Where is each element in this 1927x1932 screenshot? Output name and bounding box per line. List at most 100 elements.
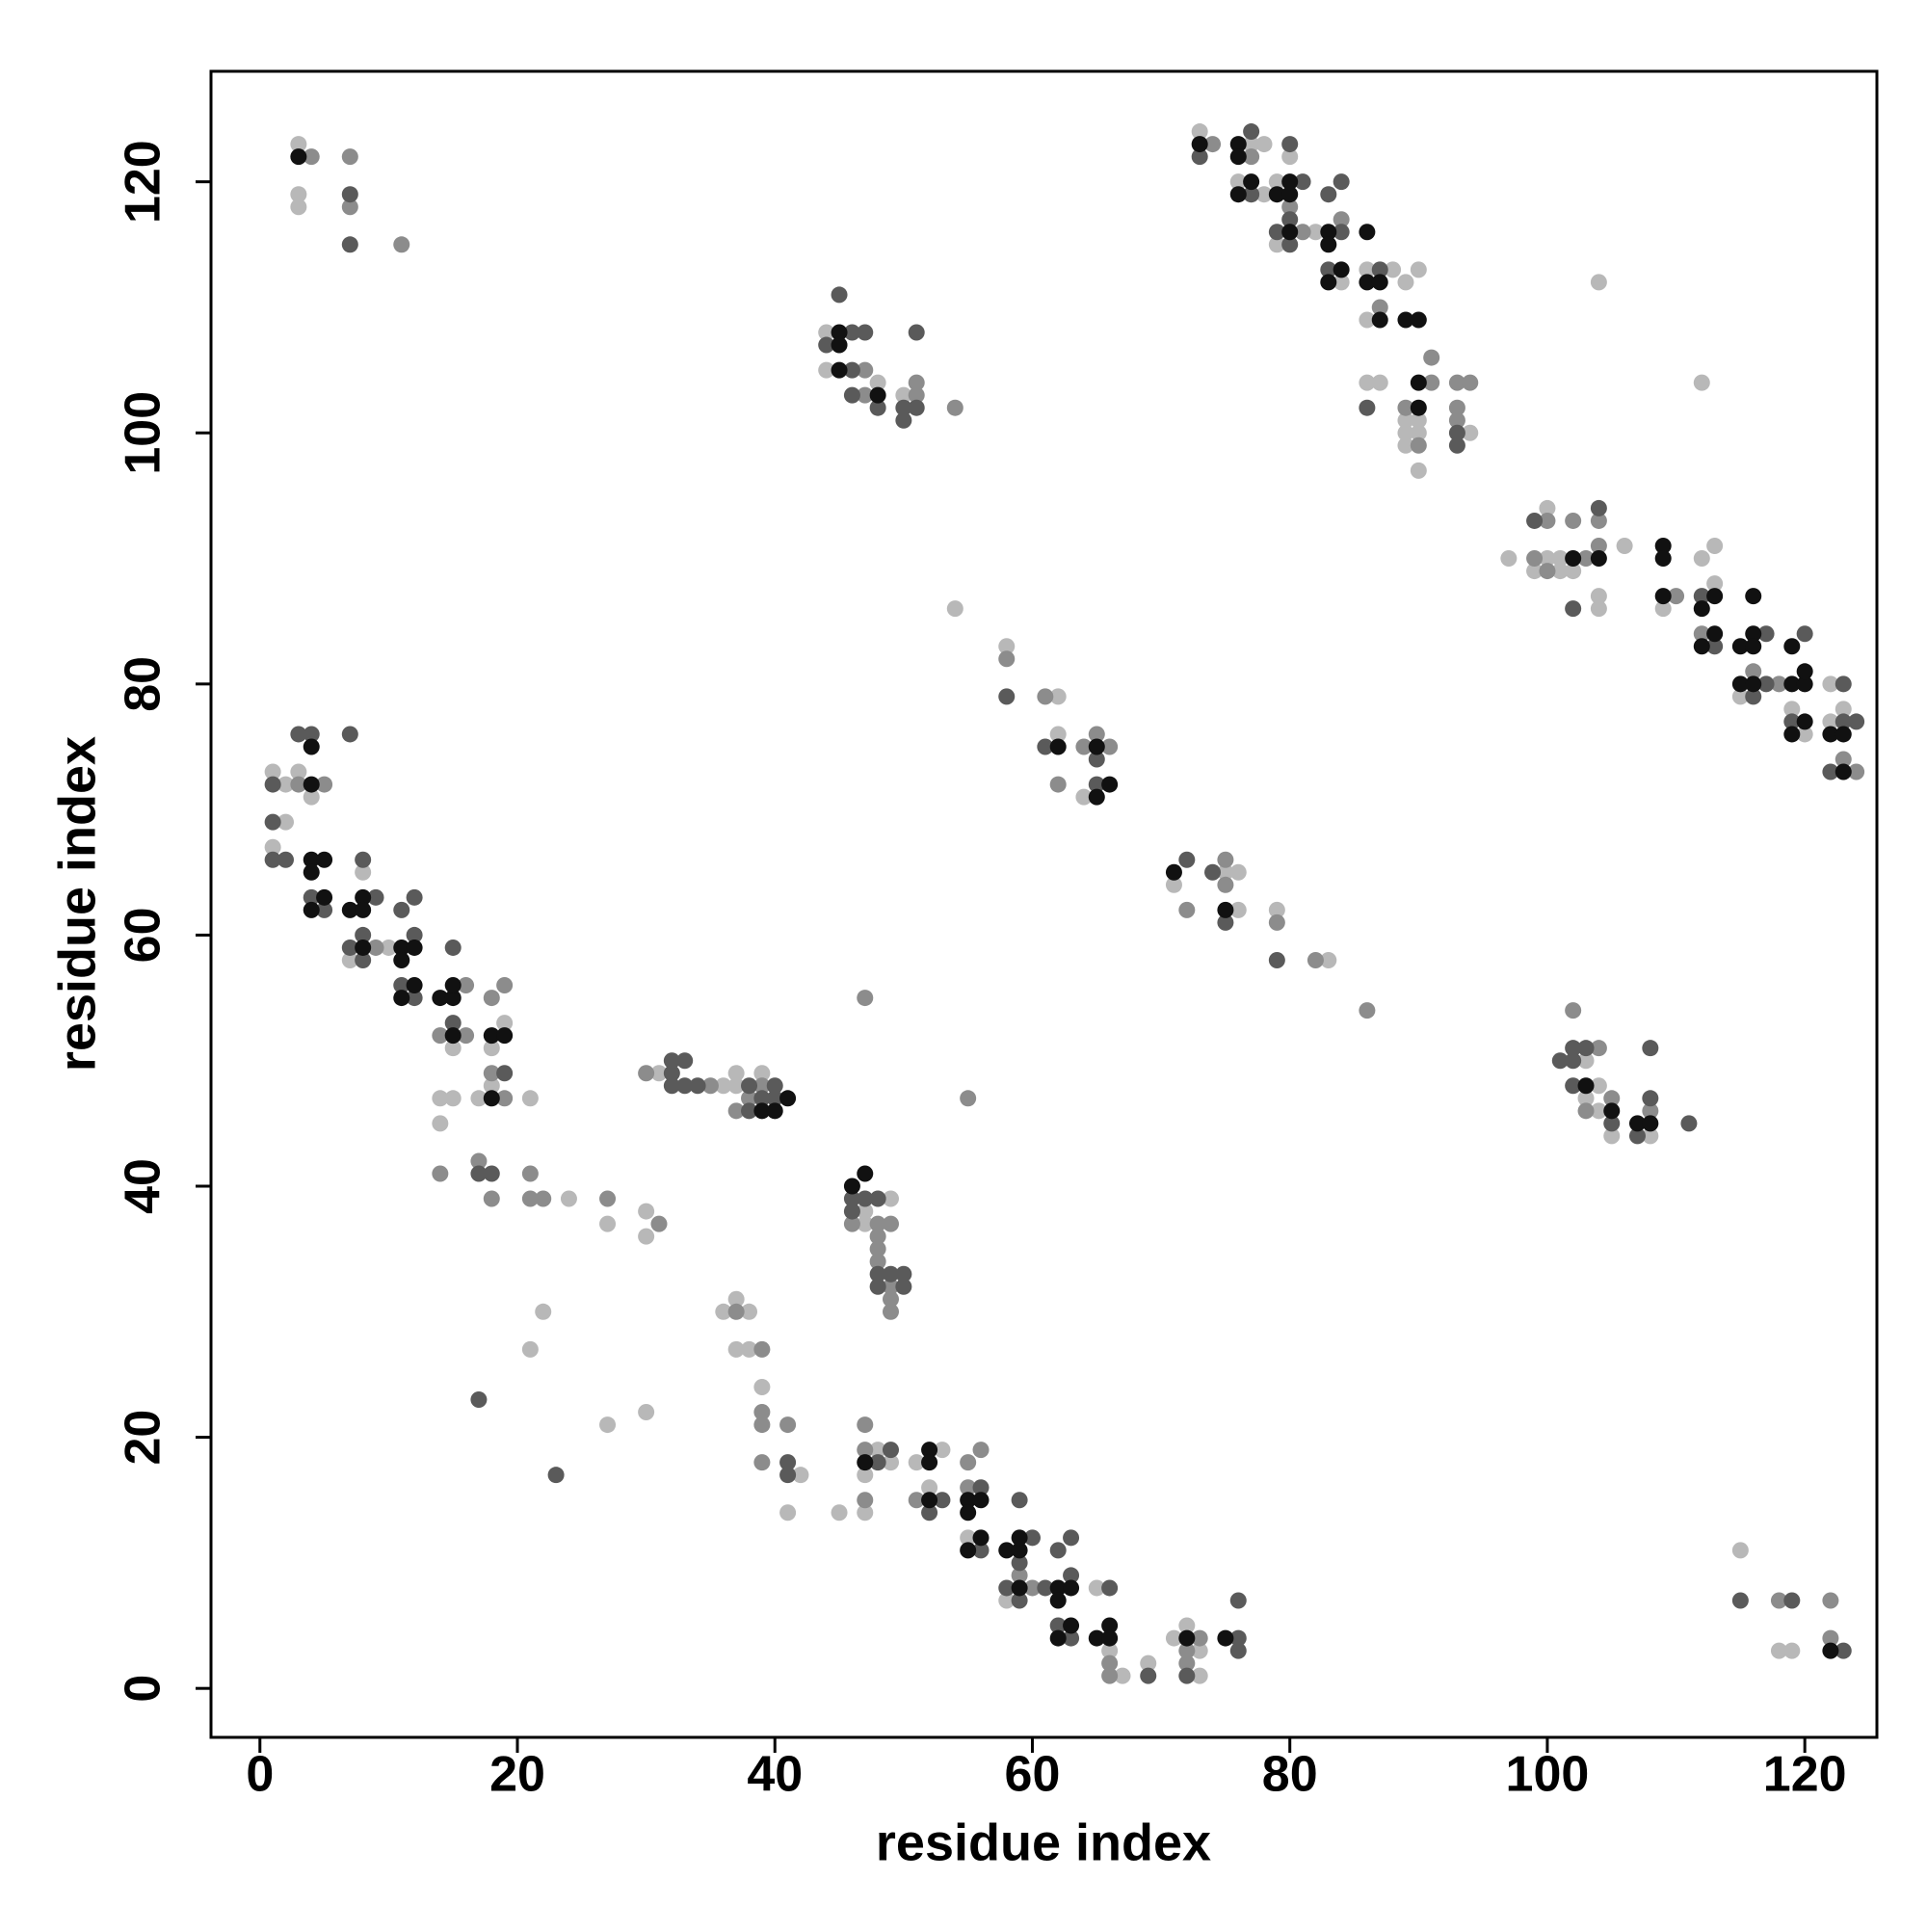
point: [367, 939, 384, 956]
point: [882, 1215, 899, 1232]
point: [895, 386, 912, 404]
point: [1011, 1567, 1028, 1584]
point: [1114, 1667, 1131, 1684]
point: [895, 1265, 912, 1283]
point: [857, 1203, 874, 1220]
point: [1294, 224, 1311, 241]
point: [998, 1579, 1016, 1597]
point: [521, 1090, 539, 1107]
point: [998, 1592, 1016, 1609]
point: [1371, 374, 1388, 391]
point: [1616, 538, 1633, 555]
point: [1565, 1040, 1582, 1057]
point: [444, 1015, 462, 1032]
point: [483, 1065, 500, 1082]
point: [1268, 913, 1285, 931]
point: [663, 1052, 680, 1070]
point: [1590, 600, 1607, 618]
point: [1191, 1667, 1208, 1684]
point: [406, 977, 423, 994]
point: [1075, 738, 1093, 755]
point: [1281, 224, 1299, 241]
point: [1101, 1654, 1119, 1672]
point: [1397, 274, 1414, 291]
point: [355, 901, 372, 918]
point: [857, 1492, 874, 1509]
point: [1049, 1617, 1067, 1634]
point: [727, 1340, 745, 1358]
point: [1448, 424, 1465, 441]
x-tick-label: 60: [1005, 1747, 1061, 1803]
point: [303, 148, 320, 166]
point: [843, 1190, 860, 1207]
point: [1243, 123, 1260, 141]
point: [1011, 1542, 1028, 1559]
point: [960, 1492, 977, 1509]
point: [393, 901, 410, 918]
point: [303, 851, 320, 868]
point: [1770, 1592, 1787, 1609]
point: [483, 1040, 500, 1057]
point: [1385, 261, 1402, 278]
point: [1526, 512, 1544, 529]
point: [547, 1467, 565, 1484]
point: [831, 361, 848, 379]
point: [663, 1065, 680, 1082]
point: [1410, 399, 1427, 416]
point: [444, 1090, 462, 1107]
point: [316, 888, 333, 906]
point: [1088, 726, 1105, 743]
point: [1333, 261, 1350, 278]
point: [1333, 274, 1350, 291]
point: [380, 939, 397, 956]
point: [895, 399, 912, 416]
point: [857, 1190, 874, 1207]
point: [779, 1467, 797, 1484]
point: [1448, 411, 1465, 429]
point: [1642, 1090, 1659, 1107]
point: [1603, 1090, 1621, 1107]
point: [303, 776, 320, 793]
point: [998, 638, 1016, 655]
point: [766, 1090, 783, 1107]
point: [432, 1090, 449, 1107]
point: [741, 1303, 758, 1320]
point: [1706, 638, 1724, 655]
point: [1178, 1629, 1196, 1647]
point: [727, 1102, 745, 1120]
point: [1037, 688, 1054, 705]
point: [483, 990, 500, 1007]
point: [741, 1077, 758, 1095]
point: [355, 926, 372, 943]
point: [496, 977, 514, 994]
point: [1217, 901, 1234, 918]
point: [1835, 763, 1852, 781]
point: [1268, 186, 1285, 203]
point: [1770, 1642, 1787, 1659]
point: [1359, 374, 1376, 391]
point: [1835, 751, 1852, 768]
point: [1088, 1579, 1105, 1597]
point: [1320, 274, 1337, 291]
point: [1165, 876, 1182, 893]
point: [1706, 625, 1724, 643]
point: [1088, 776, 1105, 793]
point: [727, 1290, 745, 1308]
point: [1229, 186, 1247, 203]
point: [1590, 499, 1607, 516]
point: [946, 600, 964, 618]
point: [1835, 701, 1852, 718]
point: [779, 1504, 797, 1522]
point: [393, 951, 410, 968]
point: [779, 1090, 797, 1107]
point: [1281, 148, 1299, 166]
point: [1565, 1002, 1582, 1019]
point: [1191, 136, 1208, 153]
point: [316, 851, 333, 868]
point: [303, 738, 320, 755]
plot-frame: [209, 69, 1879, 1739]
point: [1693, 638, 1710, 655]
point: [869, 1215, 886, 1232]
point: [393, 939, 410, 956]
points: [264, 123, 1865, 1684]
